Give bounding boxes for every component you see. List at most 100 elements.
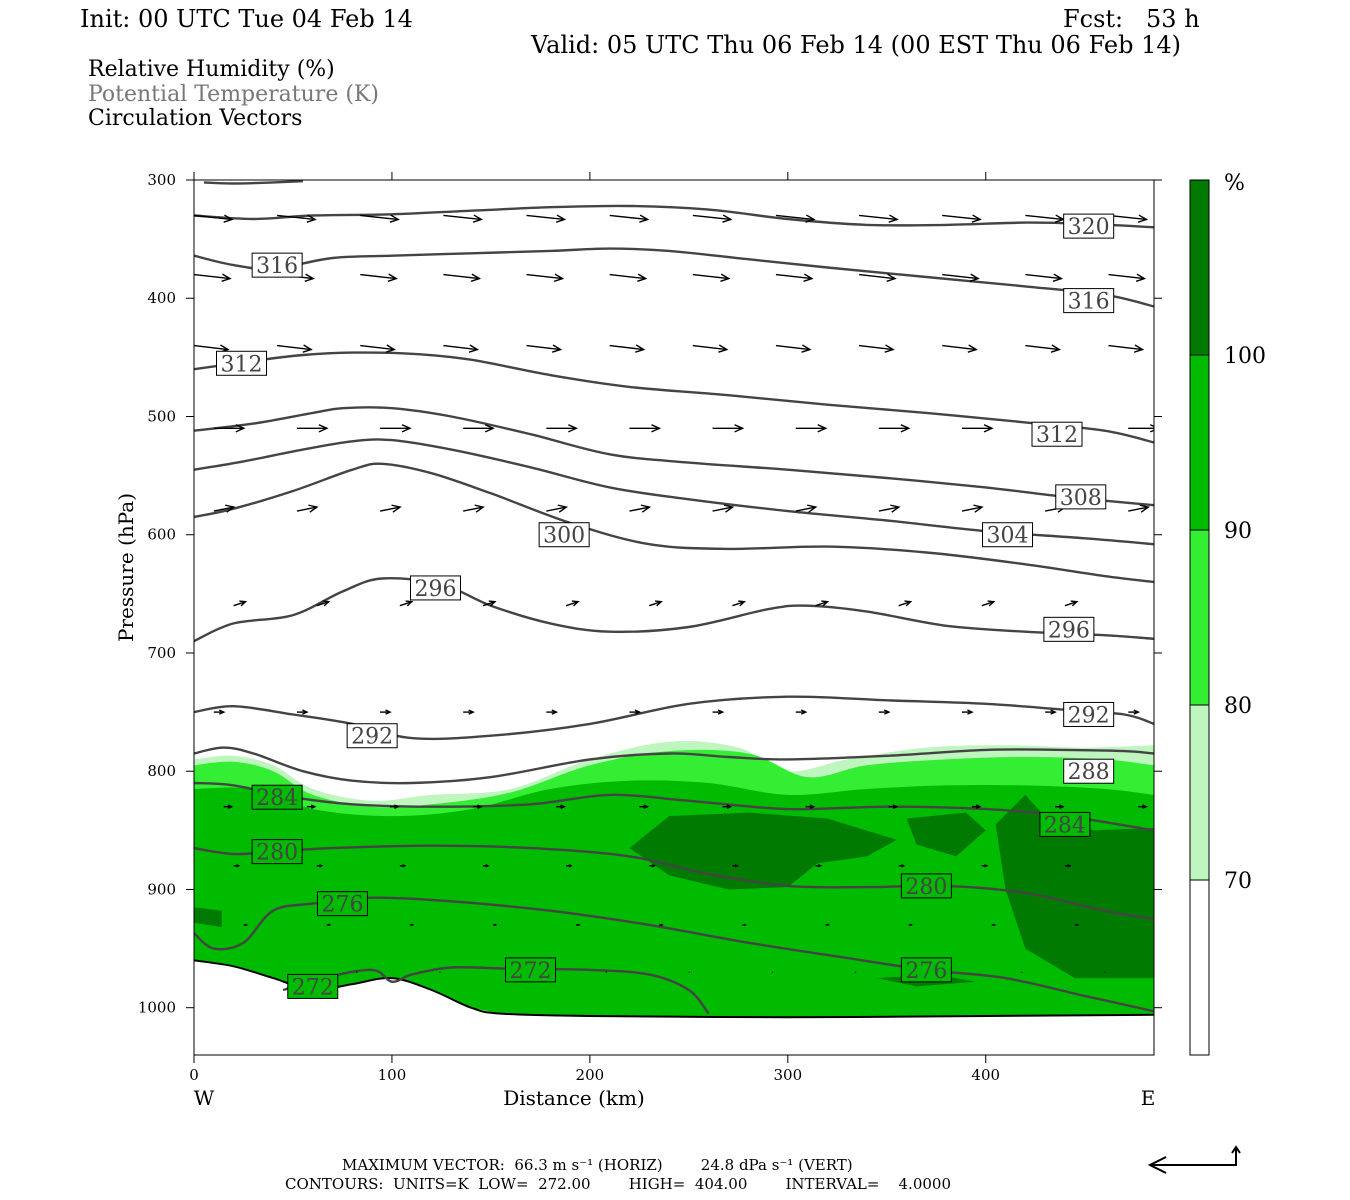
- theta-label-276: 276: [316, 891, 368, 918]
- theta-label-272: 272: [287, 973, 339, 1000]
- theta-contour-312: [194, 351, 1154, 444]
- circulation-vector: [463, 424, 495, 433]
- svg-text:276: 276: [321, 893, 363, 918]
- y-tick-label: 400: [147, 289, 176, 307]
- circulation-vector: [722, 804, 733, 809]
- svg-text:304: 304: [987, 524, 1029, 549]
- svg-text:312: 312: [221, 352, 263, 377]
- colorbar-label: 100: [1224, 344, 1266, 369]
- svg-text:284: 284: [1044, 813, 1086, 838]
- circulation-vector: [1108, 344, 1145, 353]
- circulation-vector: [629, 424, 662, 433]
- circulation-vector: [942, 214, 982, 223]
- circulation-vector: [908, 923, 914, 927]
- circulation-vector: [712, 504, 735, 513]
- plot-frame: [193, 179, 1155, 1056]
- circulation-vector: [296, 504, 319, 513]
- circulation-vector: [526, 214, 567, 223]
- circulation-vector: [213, 424, 246, 433]
- circulation-vector: [815, 864, 823, 868]
- rh-region-100-3: [194, 907, 222, 928]
- theta-contour-324: [203, 180, 303, 185]
- circulation-vector: [546, 709, 559, 715]
- theta-contour-276: [194, 896, 1154, 1013]
- circulation-vector: [463, 709, 475, 715]
- circulation-vector: [360, 214, 400, 223]
- svg-text:280: 280: [905, 875, 947, 900]
- circulation-vector: [795, 709, 808, 715]
- x-end-label-west: W: [194, 1086, 215, 1110]
- circulation-vector: [971, 804, 982, 809]
- circulation-vector: [326, 923, 332, 927]
- y-tick-label: 700: [147, 644, 176, 662]
- reference-vector-icon: [1147, 1145, 1241, 1174]
- colorbar-label: 70: [1224, 869, 1252, 894]
- theta-contour-288: [194, 746, 1154, 785]
- circulation-vector: [566, 864, 573, 868]
- theta-contour-272: [282, 966, 710, 1015]
- circulation-vector: [1138, 804, 1148, 809]
- circulation-vector: [482, 864, 490, 868]
- circulation-vector: [888, 804, 899, 809]
- x-tick-label: 300: [773, 1066, 802, 1084]
- circulation-vector: [194, 273, 232, 282]
- colorbar-segment: [1189, 529, 1210, 706]
- colorbar-label: 80: [1224, 694, 1252, 719]
- theta-label-280: 280: [900, 873, 952, 900]
- theta-label-320: 320: [1063, 213, 1115, 240]
- circulation-vector: [546, 504, 569, 513]
- circulation-vector: [463, 504, 485, 513]
- x-end-label-east: E: [1141, 1086, 1156, 1110]
- circulation-vector: [629, 709, 642, 715]
- svg-text:280: 280: [256, 841, 298, 866]
- svg-text:292: 292: [351, 725, 393, 750]
- circulation-vector: [526, 344, 563, 353]
- terrain-line: [194, 959, 1154, 1019]
- colorbar-label: 90: [1224, 519, 1252, 544]
- svg-text:272: 272: [292, 975, 334, 1000]
- circulation-vector: [316, 864, 324, 868]
- circulation-vector: [942, 273, 980, 282]
- svg-text:272: 272: [509, 959, 551, 984]
- circulation-vector: [649, 864, 656, 868]
- theta-contour-316: [194, 247, 1154, 308]
- circulation-vector: [732, 864, 740, 868]
- circulation-vector: [712, 424, 745, 433]
- y-tick-label: 500: [147, 407, 176, 425]
- circulation-vector: [296, 424, 329, 433]
- theta-label-280: 280: [251, 839, 303, 866]
- x-tick-label: 400: [971, 1066, 1000, 1084]
- circulation-vector: [1064, 864, 1072, 868]
- circulation-vector: [981, 600, 996, 607]
- circulation-vector: [296, 709, 309, 715]
- circulation-vector: [878, 709, 891, 715]
- svg-text:296: 296: [1048, 618, 1090, 643]
- circulation-vector: [898, 600, 913, 607]
- circulation-vector: [1025, 344, 1062, 353]
- circulation-vector: [1128, 424, 1154, 433]
- circulation-vector: [243, 923, 249, 927]
- y-tick-label: 600: [147, 526, 176, 544]
- svg-text:292: 292: [1068, 703, 1110, 728]
- circulation-vector: [962, 709, 974, 715]
- svg-text:308: 308: [1060, 486, 1102, 511]
- colorbar-unit: %: [1224, 171, 1245, 196]
- circulation-vector: [1128, 709, 1140, 715]
- y-tick-label: 900: [147, 880, 176, 898]
- circulation-vector: [379, 504, 402, 513]
- colorbar-segment: [1189, 704, 1210, 881]
- forecast-hour-label: Fcst: 53 h: [1063, 5, 1200, 33]
- circulation-vector: [399, 600, 414, 607]
- theta-label-284: 284: [1039, 811, 1091, 838]
- circulation-vector: [795, 424, 828, 433]
- circulation-vector: [878, 424, 911, 433]
- circulation-vector: [991, 923, 997, 927]
- x-tick-label: 0: [189, 1066, 199, 1084]
- contour-info-note: CONTOURS: UNITS=K LOW= 272.00 HIGH= 404.…: [285, 1175, 951, 1193]
- legend-relative-humidity: Relative Humidity (%): [88, 57, 335, 82]
- theta-label-300: 300: [538, 522, 590, 549]
- x-tick-label: 200: [576, 1066, 605, 1084]
- circulation-vector: [795, 504, 818, 513]
- circulation-vector: [409, 923, 415, 927]
